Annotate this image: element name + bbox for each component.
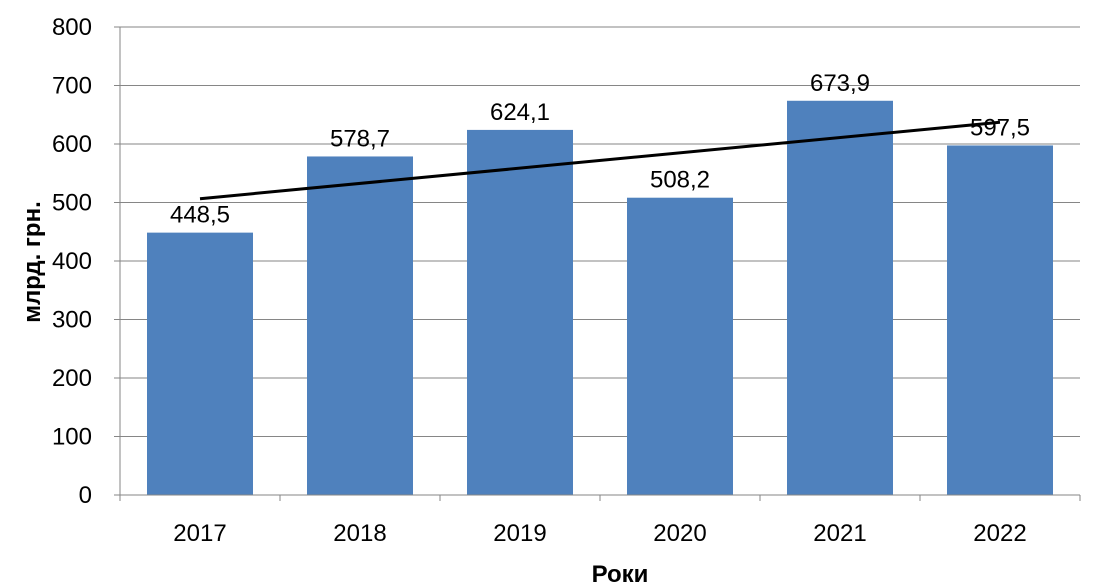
y-tick-label: 400	[52, 248, 92, 275]
bar	[147, 232, 253, 495]
x-tick-label: 2020	[653, 520, 706, 547]
axes	[114, 26, 1081, 501]
y-tick-label: 800	[52, 14, 92, 41]
y-axis-title: млрд. грн.	[19, 201, 46, 322]
data-label: 578,7	[330, 125, 390, 152]
bar	[947, 145, 1053, 495]
data-label: 673,9	[810, 70, 870, 97]
bars	[147, 100, 1053, 496]
trendline-line	[199, 120, 1001, 201]
bar	[467, 129, 573, 496]
trendline	[199, 120, 1001, 201]
y-tick-label: 500	[52, 190, 92, 217]
x-tick-label: 2019	[493, 520, 546, 547]
bar	[787, 100, 893, 496]
data-label: 597,5	[970, 114, 1030, 141]
x-tick-label: 2021	[813, 520, 866, 547]
y-axis-ticks: 0 100 200 300 400 500 600 700 800	[52, 14, 92, 509]
y-tick-label: 600	[52, 131, 92, 158]
data-label: 448,5	[170, 202, 230, 229]
y-tick-label: 300	[52, 307, 92, 334]
x-tick-label: 2022	[973, 520, 1026, 547]
y-tick-label: 0	[79, 482, 92, 509]
data-label: 508,2	[650, 167, 710, 194]
y-tick-label: 200	[52, 365, 92, 392]
x-axis-title: Роки	[592, 561, 649, 585]
bar	[627, 197, 733, 495]
x-tick-label: 2018	[333, 520, 386, 547]
bar	[307, 156, 413, 495]
data-label: 624,1	[490, 99, 550, 126]
x-axis-ticks: 2017 2018 2019 2020 2021 2022	[173, 520, 1026, 547]
x-tick-label: 2017	[173, 520, 226, 547]
data-labels: 448,5 578,7 624,1 508,2 673,9 597,5	[170, 70, 1030, 229]
y-tick-label: 100	[52, 424, 92, 451]
gridlines	[120, 26, 1080, 437]
y-tick-label: 700	[52, 73, 92, 100]
